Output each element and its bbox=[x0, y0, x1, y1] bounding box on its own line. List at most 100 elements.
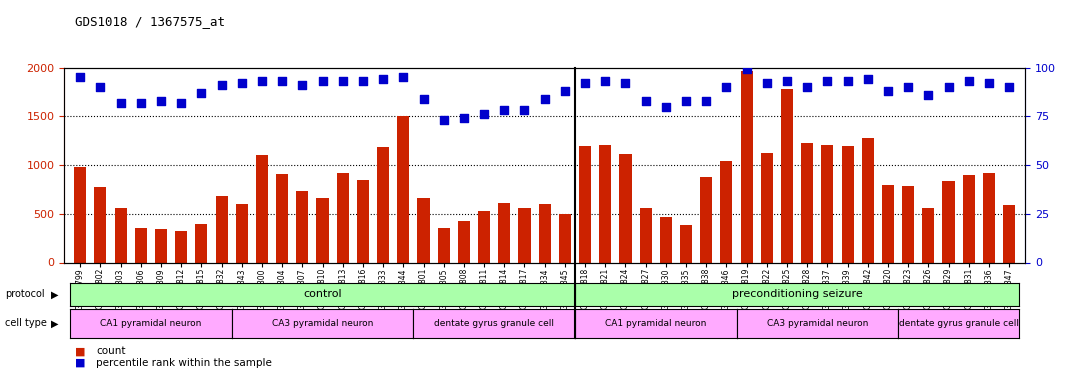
Bar bbox=[942, 181, 955, 262]
Bar bbox=[902, 186, 914, 262]
Bar bbox=[781, 89, 794, 262]
Point bbox=[334, 78, 351, 84]
Bar bbox=[538, 204, 551, 262]
Bar bbox=[296, 191, 309, 262]
Bar bbox=[316, 198, 329, 262]
Bar bbox=[559, 214, 571, 262]
Bar bbox=[114, 208, 127, 262]
Text: ■: ■ bbox=[75, 346, 85, 356]
Point bbox=[475, 111, 492, 117]
Point bbox=[718, 84, 735, 90]
Bar bbox=[640, 208, 651, 262]
Bar bbox=[599, 144, 611, 262]
Point bbox=[395, 74, 412, 80]
Bar bbox=[660, 217, 672, 262]
Bar bbox=[821, 144, 833, 262]
Bar bbox=[418, 198, 429, 262]
Point bbox=[677, 98, 694, 104]
Bar bbox=[438, 228, 450, 262]
Bar bbox=[357, 180, 370, 262]
Point bbox=[556, 88, 574, 94]
Point bbox=[193, 90, 210, 96]
Bar bbox=[478, 211, 490, 262]
Bar bbox=[336, 173, 349, 262]
Point bbox=[638, 98, 655, 104]
Bar bbox=[94, 188, 107, 262]
Bar bbox=[862, 138, 874, 262]
Point bbox=[112, 100, 129, 106]
Point bbox=[153, 98, 170, 104]
Bar bbox=[216, 196, 227, 262]
Text: CA1 pyramidal neuron: CA1 pyramidal neuron bbox=[100, 319, 202, 328]
Point bbox=[1001, 84, 1018, 90]
Point bbox=[819, 78, 836, 84]
Point bbox=[233, 80, 250, 86]
Point bbox=[375, 76, 392, 82]
Bar bbox=[518, 208, 531, 262]
Text: ■: ■ bbox=[75, 357, 85, 368]
Bar bbox=[195, 224, 207, 262]
Text: CA3 pyramidal neuron: CA3 pyramidal neuron bbox=[272, 319, 373, 328]
Point bbox=[860, 76, 877, 82]
Text: count: count bbox=[96, 346, 126, 356]
Point bbox=[697, 98, 714, 104]
Point bbox=[980, 80, 998, 86]
Bar bbox=[740, 71, 753, 262]
Point bbox=[415, 96, 433, 102]
Bar bbox=[760, 153, 773, 262]
Point bbox=[839, 78, 857, 84]
Bar bbox=[397, 116, 409, 262]
Bar bbox=[701, 177, 712, 262]
Point bbox=[435, 117, 452, 123]
Bar bbox=[175, 231, 187, 262]
Point bbox=[294, 82, 311, 88]
Point bbox=[779, 78, 796, 84]
Point bbox=[657, 104, 674, 110]
Point bbox=[273, 78, 290, 84]
Point bbox=[920, 92, 937, 98]
Point bbox=[72, 74, 89, 80]
Text: CA1 pyramidal neuron: CA1 pyramidal neuron bbox=[606, 319, 706, 328]
Bar bbox=[842, 146, 853, 262]
Bar bbox=[923, 208, 934, 262]
Point bbox=[173, 100, 190, 106]
Point bbox=[758, 80, 775, 86]
Point bbox=[738, 66, 755, 72]
Bar bbox=[1003, 205, 1016, 262]
Text: control: control bbox=[303, 290, 342, 299]
Bar bbox=[74, 167, 87, 262]
Point bbox=[92, 84, 109, 90]
Bar bbox=[458, 220, 470, 262]
Bar bbox=[983, 173, 995, 262]
Point bbox=[940, 84, 957, 90]
Point bbox=[496, 107, 513, 113]
Text: dentate gyrus granule cell: dentate gyrus granule cell bbox=[898, 319, 1019, 328]
Point bbox=[314, 78, 331, 84]
Text: protocol: protocol bbox=[5, 290, 45, 299]
Point bbox=[577, 80, 594, 86]
Bar bbox=[155, 230, 167, 262]
Text: dentate gyrus granule cell: dentate gyrus granule cell bbox=[435, 319, 554, 328]
Bar bbox=[882, 186, 894, 262]
Bar bbox=[277, 174, 288, 262]
Bar bbox=[256, 155, 268, 262]
Point bbox=[536, 96, 553, 102]
Bar bbox=[377, 147, 389, 262]
Point bbox=[132, 100, 150, 106]
Bar bbox=[579, 147, 591, 262]
Text: ▶: ▶ bbox=[51, 290, 59, 299]
Bar bbox=[801, 142, 813, 262]
Point bbox=[516, 107, 533, 113]
Point bbox=[213, 82, 230, 88]
Text: ▶: ▶ bbox=[51, 318, 59, 328]
Point bbox=[899, 84, 916, 90]
Text: GDS1018 / 1367575_at: GDS1018 / 1367575_at bbox=[75, 15, 224, 28]
Bar bbox=[619, 154, 631, 262]
Text: percentile rank within the sample: percentile rank within the sample bbox=[96, 357, 272, 368]
Text: CA3 pyramidal neuron: CA3 pyramidal neuron bbox=[767, 319, 868, 328]
Point bbox=[960, 78, 977, 84]
Text: cell type: cell type bbox=[5, 318, 47, 328]
Bar bbox=[962, 175, 975, 262]
Text: preconditioning seizure: preconditioning seizure bbox=[732, 290, 863, 299]
Point bbox=[617, 80, 634, 86]
